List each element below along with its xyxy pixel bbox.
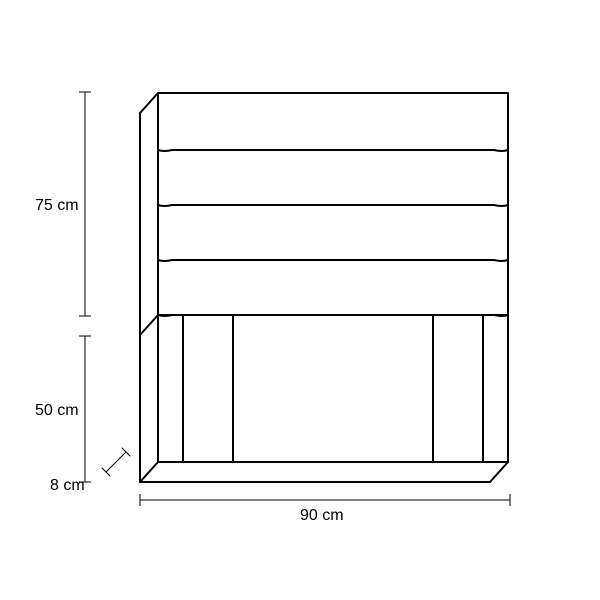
dimension-label-height_lower: 50 cm xyxy=(35,402,79,419)
dimension-label-height_upper: 75 cm xyxy=(35,197,79,214)
dimension-label-depth: 8 cm xyxy=(50,477,85,494)
dimension-label-width: 90 cm xyxy=(300,507,344,524)
